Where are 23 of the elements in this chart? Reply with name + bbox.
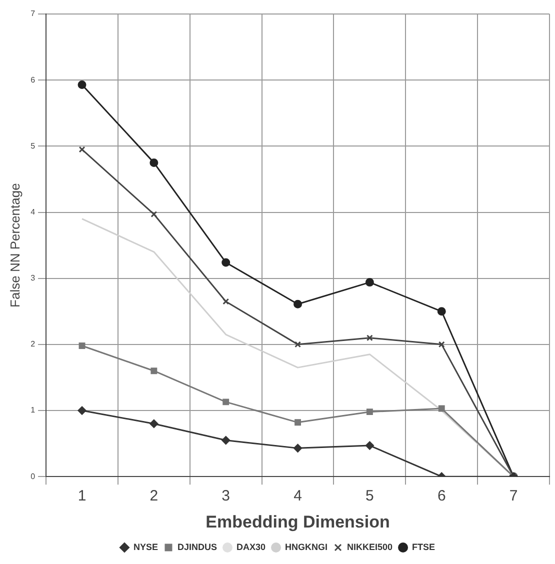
y-tick-label: 7 [30, 9, 36, 18]
y-axis-title: False NN Percentage [7, 183, 22, 308]
legend-label: NIKKEI500 [347, 542, 393, 552]
x-tick-label: 4 [294, 488, 302, 505]
y-tick-label: 6 [30, 75, 36, 84]
legend-label: DAX30 [236, 542, 266, 552]
legend-label: NYSE [133, 542, 158, 552]
x-tick-label: 3 [222, 488, 230, 505]
y-tick-label: 3 [30, 274, 36, 283]
legend-label: DJINDUS [177, 542, 217, 552]
x-axis-title: Embedding Dimension [206, 512, 390, 532]
y-tick-label: 1 [30, 406, 36, 415]
y-tick-label: 2 [30, 340, 36, 349]
x-tick-label: 2 [150, 488, 158, 505]
y-tick-label: 4 [30, 207, 36, 216]
legend-label: HNGKNGI [285, 542, 328, 552]
legend-label: FTSE [412, 542, 436, 552]
y-tick-label: 0 [30, 472, 36, 481]
x-tick-label: 7 [509, 488, 518, 505]
x-tick-label: 6 [437, 488, 446, 505]
y-tick-label: 5 [30, 141, 36, 150]
x-tick-label: 1 [78, 488, 86, 505]
x-tick-label: 5 [366, 488, 374, 505]
